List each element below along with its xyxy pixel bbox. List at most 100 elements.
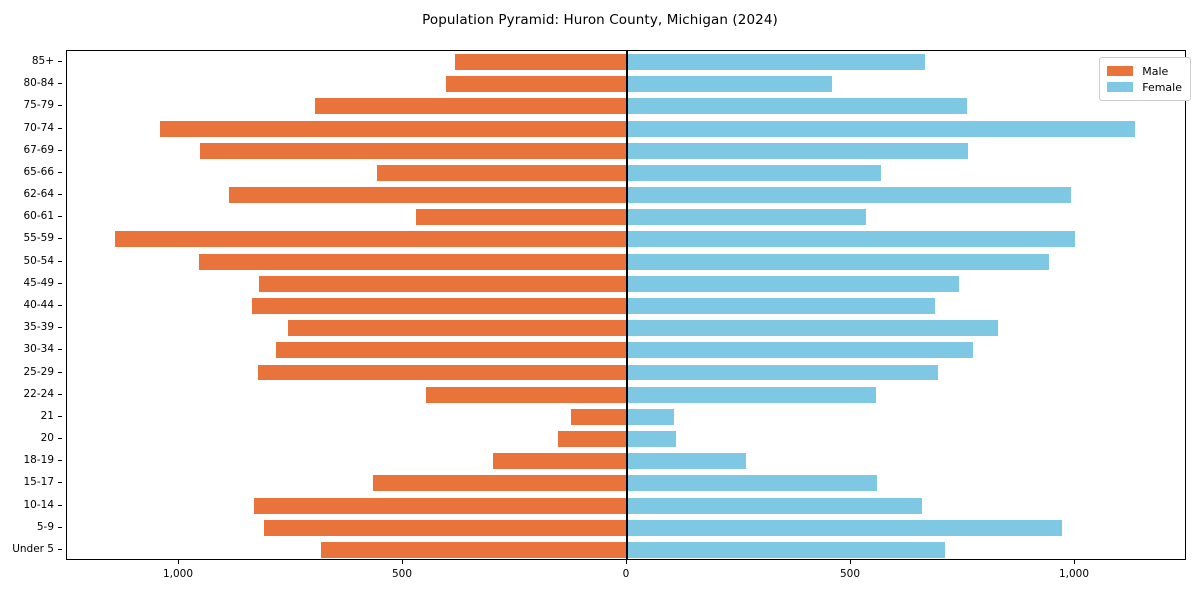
x-tick-label-1: 500	[391, 568, 413, 580]
y-tick-label-20: 20	[40, 432, 54, 445]
legend-entry-female[interactable]: Female	[1107, 79, 1182, 95]
y-tick-label-55-59: 55-59	[23, 232, 54, 245]
zero-axis-line	[626, 51, 628, 559]
y-tick-label-70-74: 70-74	[23, 121, 54, 134]
x-tick-label-4: 1,000	[1058, 568, 1090, 580]
y-tick-label-under-5: Under 5	[12, 542, 54, 555]
bar-male-62-64	[229, 187, 627, 204]
bar-row	[67, 431, 1185, 447]
bar-row	[67, 120, 1185, 137]
y-tick-mark	[58, 548, 62, 550]
y-tick-mark	[58, 216, 62, 218]
bar-male-15-17	[372, 475, 627, 492]
bar-male-25-29	[258, 364, 627, 381]
y-axis: 85+ 80-84 75-79 70-74 67-69 65-66 62-64 60-61 55…	[0, 50, 62, 560]
x-tick-mark	[850, 560, 851, 564]
bar-male-18-19	[493, 453, 627, 470]
y-tick-mark	[58, 149, 62, 151]
legend-label-male: Male	[1142, 64, 1169, 78]
bar-female-30-34	[627, 342, 974, 359]
y-tick-label-60-61: 60-61	[23, 210, 54, 223]
legend-entry-male[interactable]: Male	[1107, 63, 1182, 79]
bar-female-62-64	[627, 187, 1071, 204]
y-tick-mark	[58, 171, 62, 173]
bar-male-67-69	[200, 142, 627, 159]
bar-female-18-19	[627, 453, 747, 470]
y-tick-mark	[58, 349, 62, 351]
bar-row	[67, 164, 1185, 181]
x-tick-label-3: 500	[839, 568, 861, 580]
bar-female-20	[627, 431, 676, 447]
bar-row	[67, 541, 1185, 558]
bar-male-40-44	[252, 298, 627, 314]
bar-row	[67, 386, 1185, 403]
y-tick-label-5-9: 5-9	[36, 520, 54, 533]
bar-female-80-84	[627, 76, 833, 93]
bar-female-35-39	[627, 320, 999, 337]
bar-row	[67, 76, 1185, 93]
bar-female-40-44	[627, 298, 936, 314]
bar-row	[67, 364, 1185, 381]
bar-row	[67, 54, 1185, 71]
bar-row	[67, 275, 1185, 292]
y-tick-label-50-54: 50-54	[23, 254, 54, 267]
x-tick-mark	[402, 560, 403, 564]
bar-male-22-24	[425, 386, 627, 403]
y-tick-label-22-24: 22-24	[23, 387, 54, 400]
bar-male-55-59	[114, 231, 627, 248]
bar-female-70-74	[627, 120, 1136, 137]
bars-layer	[67, 51, 1185, 559]
bar-male-30-34	[275, 342, 627, 359]
bar-row	[67, 187, 1185, 204]
y-tick-mark	[58, 504, 62, 506]
y-tick-label-85-: 85+	[31, 55, 54, 68]
bar-row	[67, 453, 1185, 470]
bar-row	[67, 142, 1185, 159]
y-tick-mark	[58, 393, 62, 395]
bar-row	[67, 475, 1185, 492]
y-tick-mark	[58, 282, 62, 284]
y-tick-label-62-64: 62-64	[23, 188, 54, 201]
bar-female-60-61	[627, 209, 866, 226]
y-tick-mark	[58, 127, 62, 129]
bar-male-65-66	[377, 164, 627, 181]
y-tick-mark	[58, 460, 62, 462]
x-tick-mark	[1074, 560, 1075, 564]
y-tick-mark	[58, 305, 62, 306]
bar-female-85-	[627, 54, 926, 71]
legend-swatch-female	[1107, 82, 1134, 92]
y-tick-label-40-44: 40-44	[23, 299, 54, 311]
y-tick-label-18-19: 18-19	[23, 454, 54, 467]
bar-row	[67, 98, 1185, 115]
y-tick-mark	[58, 83, 62, 85]
bar-female-22-24	[627, 386, 876, 403]
y-tick-mark	[58, 194, 62, 196]
bar-female-10-14	[627, 497, 923, 514]
bar-male-50-54	[199, 253, 627, 270]
bar-female-21	[627, 408, 674, 425]
chart-legend: Male Female	[1099, 57, 1191, 101]
bar-row	[67, 408, 1185, 425]
bar-male-35-39	[288, 320, 627, 337]
y-tick-label-15-17: 15-17	[23, 476, 54, 489]
legend-swatch-male	[1107, 66, 1134, 76]
y-tick-mark	[58, 371, 62, 373]
x-tick-mark	[178, 560, 179, 564]
y-tick-label-30-34: 30-34	[23, 343, 54, 356]
bar-male-21	[571, 408, 627, 425]
chart-title: Population Pyramid: Huron County, Michig…	[422, 12, 778, 28]
y-tick-label-80-84: 80-84	[23, 77, 54, 90]
y-tick-label-10-14: 10-14	[23, 498, 54, 511]
bar-female-50-54	[627, 253, 1050, 270]
y-tick-mark	[58, 482, 62, 484]
bar-female-45-49	[627, 275, 959, 292]
bar-row	[67, 497, 1185, 514]
y-tick-mark	[58, 415, 62, 417]
bar-male-under-5	[321, 541, 627, 558]
bar-male-10-14	[253, 497, 627, 514]
y-tick-mark	[58, 105, 62, 107]
y-tick-label-65-66: 65-66	[23, 165, 54, 178]
bar-female-55-59	[627, 231, 1075, 248]
bar-male-20	[557, 431, 627, 447]
